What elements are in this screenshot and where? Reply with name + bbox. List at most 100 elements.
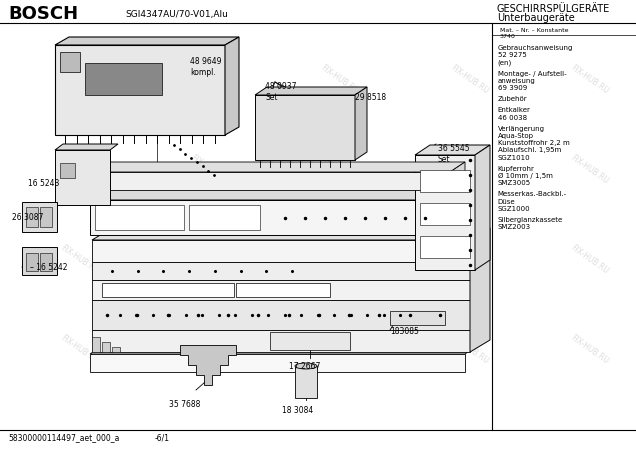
Bar — [60, 162, 75, 177]
Bar — [40, 207, 52, 227]
Text: 48 0937
Set: 48 0937 Set — [265, 82, 296, 102]
Polygon shape — [92, 300, 470, 330]
Bar — [420, 170, 470, 192]
Text: GESCHIRRSPÜLGERÄTE: GESCHIRRSPÜLGERÄTE — [497, 4, 610, 14]
Text: 46 0038: 46 0038 — [497, 115, 527, 121]
Polygon shape — [90, 200, 445, 235]
Text: FIX-HUB.RU: FIX-HUB.RU — [450, 64, 490, 96]
Polygon shape — [55, 144, 118, 150]
Bar — [295, 366, 317, 398]
Text: 69 3909: 69 3909 — [497, 85, 527, 91]
Text: Verlängerung: Verlängerung — [497, 126, 544, 132]
Text: Ablaufschl. 1,95m: Ablaufschl. 1,95m — [497, 148, 561, 153]
Bar — [40, 253, 52, 271]
Polygon shape — [92, 330, 470, 352]
Text: Kupferrohr: Kupferrohr — [497, 166, 534, 172]
Text: FIX-HUB.RU: FIX-HUB.RU — [450, 244, 490, 276]
Text: Montage- / Aufstell-: Montage- / Aufstell- — [497, 71, 566, 77]
Text: FIX-HUB.RU: FIX-HUB.RU — [450, 334, 490, 366]
Text: 36 5545
Set: 36 5545 Set — [438, 144, 469, 164]
Polygon shape — [415, 145, 490, 155]
Bar — [26, 207, 38, 227]
Text: SGZ1010: SGZ1010 — [497, 155, 530, 161]
Text: FIX-HUB.RU: FIX-HUB.RU — [569, 334, 611, 366]
Polygon shape — [92, 262, 470, 280]
Text: 35 7688: 35 7688 — [169, 400, 201, 409]
Bar — [390, 311, 445, 325]
Text: FIX-HUB.RU: FIX-HUB.RU — [190, 64, 231, 96]
Polygon shape — [255, 87, 367, 95]
Bar — [236, 283, 330, 297]
Polygon shape — [225, 37, 239, 135]
Text: FIX-HUB.RU: FIX-HUB.RU — [319, 334, 361, 366]
Text: Ø 10mm / 1,5m: Ø 10mm / 1,5m — [497, 173, 553, 179]
Polygon shape — [475, 145, 490, 270]
Text: FIX-HUB.RU: FIX-HUB.RU — [319, 244, 361, 276]
Text: Gebrauchsanweisung: Gebrauchsanweisung — [497, 45, 573, 51]
Bar — [420, 236, 470, 258]
Text: 16 5243: 16 5243 — [28, 179, 59, 188]
Polygon shape — [92, 162, 465, 172]
Text: SMZ2003: SMZ2003 — [497, 224, 531, 230]
Text: Unterbaugeräte: Unterbaugeräte — [497, 13, 574, 23]
Text: 48 9649
kompl.: 48 9649 kompl. — [190, 57, 221, 77]
Polygon shape — [55, 37, 239, 45]
Text: 26 3087: 26 3087 — [12, 213, 43, 222]
Bar — [22, 202, 57, 232]
Text: 18 3084: 18 3084 — [282, 406, 314, 415]
Text: – 16 5242: – 16 5242 — [30, 262, 67, 271]
Text: Messerkas.-Backbl.-: Messerkas.-Backbl.- — [497, 191, 567, 198]
Bar — [420, 203, 470, 225]
Polygon shape — [450, 162, 465, 190]
Text: FIX-HUB.RU: FIX-HUB.RU — [59, 64, 100, 96]
Bar — [85, 63, 162, 94]
Text: -6/1: -6/1 — [155, 433, 170, 442]
Text: FIX-HUB.RU: FIX-HUB.RU — [319, 64, 361, 96]
Text: Entkalker: Entkalker — [497, 108, 530, 113]
Text: 52 9275: 52 9275 — [497, 52, 527, 58]
Text: SGZ1000: SGZ1000 — [497, 206, 530, 212]
Text: FIX-HUB.RU: FIX-HUB.RU — [59, 154, 100, 186]
Text: 183085: 183085 — [390, 328, 419, 337]
Text: Zubehör: Zubehör — [497, 96, 527, 102]
Polygon shape — [90, 339, 487, 354]
Polygon shape — [92, 280, 470, 300]
Polygon shape — [255, 95, 355, 160]
Polygon shape — [90, 354, 465, 372]
Text: FIX-HUB.RU: FIX-HUB.RU — [190, 244, 231, 276]
Bar — [102, 283, 234, 297]
Polygon shape — [180, 345, 236, 385]
Polygon shape — [92, 228, 490, 240]
Polygon shape — [55, 150, 110, 205]
Bar — [60, 52, 80, 72]
Text: BOSCH: BOSCH — [8, 5, 78, 23]
Polygon shape — [470, 228, 490, 352]
Text: 29 8518: 29 8518 — [355, 94, 386, 103]
Polygon shape — [90, 188, 463, 200]
Text: Mat. – Nr. – Konstante: Mat. – Nr. – Konstante — [500, 27, 568, 32]
Text: Düse: Düse — [497, 198, 515, 205]
Bar — [22, 247, 57, 275]
Polygon shape — [112, 347, 120, 352]
Polygon shape — [102, 342, 110, 352]
Text: FIX-HUB.RU: FIX-HUB.RU — [569, 244, 611, 276]
Text: FIX-HUB.RU: FIX-HUB.RU — [59, 244, 100, 276]
Ellipse shape — [295, 363, 317, 369]
Polygon shape — [55, 45, 225, 135]
Text: 3740: 3740 — [500, 35, 516, 40]
Polygon shape — [445, 188, 463, 235]
Text: FIX-HUB.RU: FIX-HUB.RU — [569, 154, 611, 186]
Text: Aqua-Stop: Aqua-Stop — [497, 133, 534, 139]
Text: FIX-HUB.RU: FIX-HUB.RU — [450, 154, 490, 186]
Text: FIX-HUB.RU: FIX-HUB.RU — [319, 154, 361, 186]
Text: (en): (en) — [497, 59, 512, 66]
Text: FIX-HUB.RU: FIX-HUB.RU — [190, 334, 231, 366]
Text: 58300000114497_aet_000_a: 58300000114497_aet_000_a — [8, 433, 120, 442]
Text: SGI4347AU/70-V01,Alu: SGI4347AU/70-V01,Alu — [125, 9, 228, 18]
Bar — [95, 205, 184, 230]
Text: 17 2667: 17 2667 — [289, 362, 321, 371]
Text: FIX-HUB.RU: FIX-HUB.RU — [569, 64, 611, 96]
Text: Silberglanzkassete: Silberglanzkassete — [497, 217, 563, 223]
Bar — [26, 253, 38, 271]
Polygon shape — [355, 87, 367, 160]
